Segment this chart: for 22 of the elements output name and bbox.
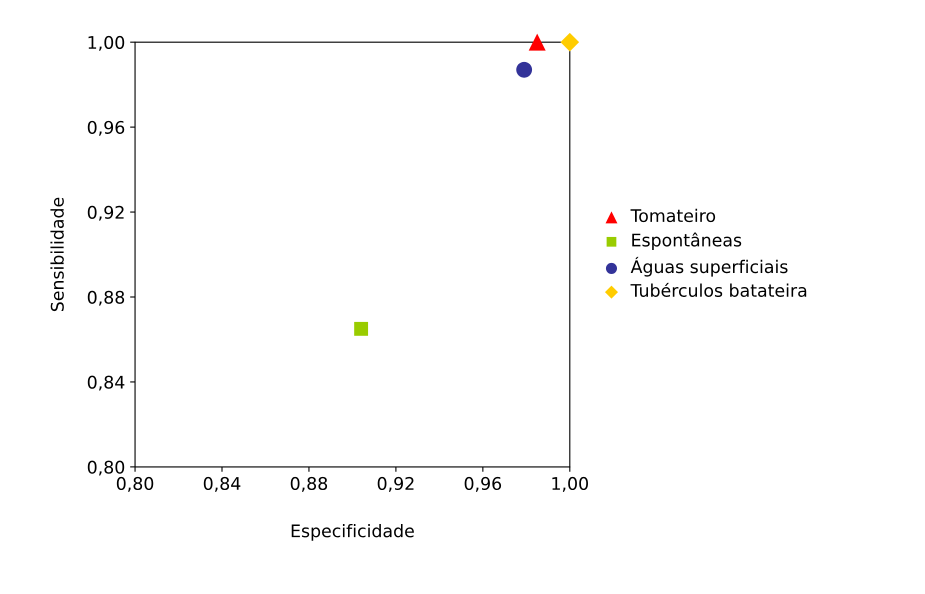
point <box>528 34 546 51</box>
legend-label: Espontâneas <box>632 232 742 250</box>
x-axis-title: Especificidade <box>292 524 414 541</box>
x-tick-label: 0,96 <box>464 476 502 492</box>
legend-label: Águas superficiais <box>630 256 788 277</box>
x-tick-label: 0,88 <box>290 476 328 492</box>
y-tick-label: 0,84 <box>88 376 124 391</box>
x-tick-label: 0,84 <box>204 476 240 492</box>
y-tick-label: 1,00 <box>88 36 124 51</box>
y-tick-label: 0,80 <box>88 460 124 476</box>
x-tick-label: 0,92 <box>378 476 414 492</box>
x-tick-label: 0,80 <box>116 476 154 492</box>
y-axis-title: Sensibilidade <box>50 198 64 312</box>
y-tick-label: 0,96 <box>88 120 124 136</box>
legend-label: Tubérculos batateira <box>630 282 806 297</box>
x-tick-label: 1,00 <box>552 476 588 492</box>
point <box>560 32 580 52</box>
point <box>516 62 532 78</box>
y-tick-label: 0,92 <box>88 206 124 221</box>
point <box>354 322 368 336</box>
legend-label: Tomateiro <box>630 208 716 222</box>
y-tick-label: 0,88 <box>88 290 124 306</box>
